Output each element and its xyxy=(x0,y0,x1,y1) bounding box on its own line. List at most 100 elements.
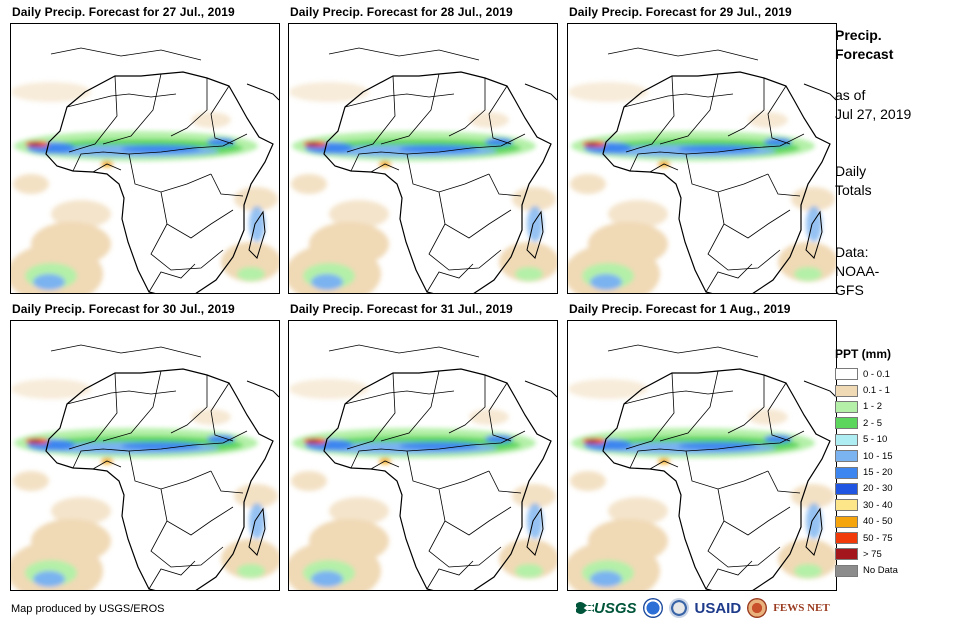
legend-label: 20 - 30 xyxy=(863,483,893,495)
madagascar-outline xyxy=(805,507,823,556)
panel-title: Daily Precip. Forecast for 31 Jul., 2019 xyxy=(290,302,513,316)
country-border xyxy=(170,375,208,434)
country-border xyxy=(448,78,486,137)
country-border xyxy=(160,488,234,536)
country-border xyxy=(66,93,177,108)
noaa-logo-icon xyxy=(642,598,663,618)
legend-item: > 75 xyxy=(835,546,898,562)
precip-shading-light xyxy=(568,82,836,293)
legend-title: PPT (mm) xyxy=(835,347,892,361)
country-border xyxy=(148,263,196,293)
country-border xyxy=(68,75,118,153)
credit-text: Map produced by USGS/EROS xyxy=(11,603,165,615)
legend-item: 10 - 15 xyxy=(835,448,898,464)
precip-shading-light xyxy=(11,379,279,590)
forecast-map xyxy=(288,320,558,591)
precip-shading-band xyxy=(14,428,258,464)
country-border xyxy=(649,460,679,470)
country-border xyxy=(623,390,734,405)
legend-label: 50 - 75 xyxy=(863,532,893,544)
country-border xyxy=(92,163,122,173)
legend-label: No Data xyxy=(863,565,898,577)
panel-title: Daily Precip. Forecast for 1 Aug., 2019 xyxy=(569,302,791,316)
legend-swatch xyxy=(835,417,858,430)
arabia-outline xyxy=(803,83,836,101)
europe-outline xyxy=(50,344,202,358)
country-border xyxy=(629,133,805,172)
country-border xyxy=(66,390,177,405)
europe-outline xyxy=(607,47,759,61)
country-border xyxy=(767,173,801,197)
legend-item: 1 - 2 xyxy=(835,399,898,415)
legend-label: 15 - 20 xyxy=(863,467,893,479)
panel-title: Daily Precip. Forecast for 27 Jul., 2019 xyxy=(12,5,235,19)
country-border xyxy=(380,73,440,145)
country-border xyxy=(438,191,512,239)
as-of-label: as of xyxy=(835,87,866,103)
country-border xyxy=(707,223,781,271)
forecast-panel: Daily Precip. Forecast for 29 Jul., 2019 xyxy=(567,5,837,295)
madagascar-outline xyxy=(526,507,544,556)
country-border xyxy=(488,85,512,145)
africa-coastline xyxy=(45,368,274,590)
country-border xyxy=(350,430,526,469)
legend-item: 5 - 10 xyxy=(835,432,898,448)
panel-title: Daily Precip. Forecast for 29 Jul., 2019 xyxy=(569,5,792,19)
country-border xyxy=(428,520,502,568)
panel-title: Daily Precip. Forecast for 28 Jul., 2019 xyxy=(290,5,513,19)
legend: 0 - 0.1 0.1 - 1 1 - 2 2 - 5 5 - 10 10 - 15 15 … xyxy=(835,366,898,579)
arabia-outline xyxy=(803,380,836,398)
country-border xyxy=(426,560,474,590)
forecast-map xyxy=(288,23,558,294)
precip-shading-band xyxy=(292,428,536,464)
europe-outline xyxy=(328,344,480,358)
forecast-map xyxy=(567,320,837,591)
country-border xyxy=(727,375,765,434)
legend-swatch xyxy=(835,400,858,413)
legend-item: 2 - 5 xyxy=(835,415,898,431)
country-border xyxy=(150,223,224,271)
country-border xyxy=(707,520,781,568)
country-border xyxy=(488,173,522,197)
legend-swatch xyxy=(835,466,858,479)
country-border xyxy=(170,78,208,137)
legend-swatch xyxy=(835,564,858,577)
country-border xyxy=(488,382,512,442)
totals-line1: Daily xyxy=(835,163,867,179)
country-border xyxy=(717,191,791,239)
legend-item: No Data xyxy=(835,563,898,579)
as-of-date: as of Jul 27, 2019 xyxy=(835,86,911,124)
precip-shading-band xyxy=(571,428,815,464)
country-border xyxy=(380,370,440,442)
country-border xyxy=(92,460,122,470)
country-border xyxy=(350,133,526,172)
europe-outline xyxy=(607,344,759,358)
forecast-map xyxy=(10,320,280,591)
usgs-logo-text: USGS xyxy=(594,599,637,617)
fews-net-logo: FEWS NET xyxy=(773,602,830,614)
country-border xyxy=(659,73,719,145)
legend-label: 2 - 5 xyxy=(863,417,883,429)
data-source-line2: NOAA- xyxy=(835,263,880,279)
country-border xyxy=(370,163,400,173)
precip-shading-band xyxy=(14,131,258,167)
country-border xyxy=(210,382,234,442)
europe-outline xyxy=(328,47,480,61)
legend-item: 50 - 75 xyxy=(835,530,898,546)
europe-outline xyxy=(50,47,202,61)
country-border xyxy=(625,372,675,450)
forecast-panel: Daily Precip. Forecast for 1 Aug., 2019 xyxy=(567,302,837,592)
map-title-line1: Precip. xyxy=(835,27,882,43)
madagascar-outline xyxy=(805,210,823,259)
data-source: Data: NOAA- GFS xyxy=(835,243,879,300)
africa-coastline xyxy=(323,71,552,293)
country-border xyxy=(346,372,396,450)
precip-shading-light xyxy=(289,379,557,590)
precip-shading-light xyxy=(11,82,279,293)
totals-line2: Totals xyxy=(835,182,872,198)
country-border xyxy=(160,191,234,239)
africa-coastline xyxy=(45,71,274,293)
legend-swatch xyxy=(835,433,858,446)
legend-item: 0 - 0.1 xyxy=(835,366,898,382)
country-border xyxy=(150,520,224,568)
